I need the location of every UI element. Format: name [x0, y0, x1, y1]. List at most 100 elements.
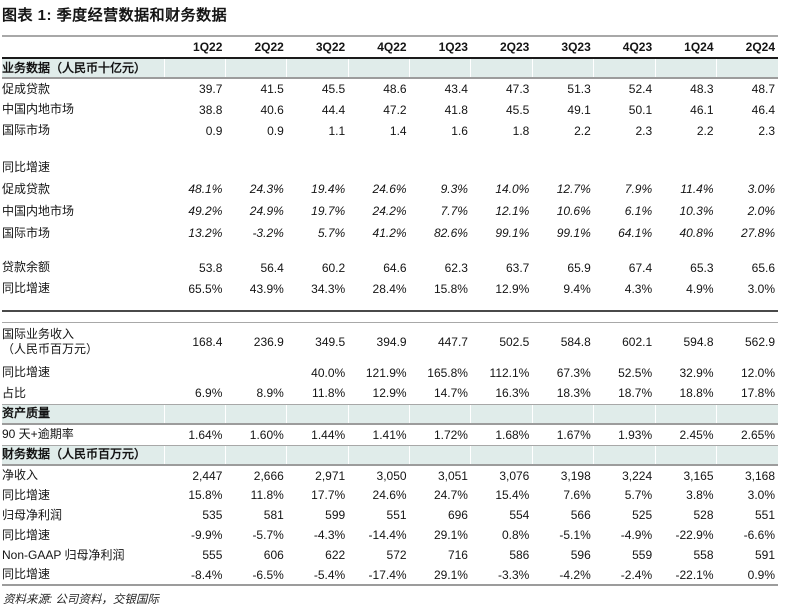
- table-row: 同比增速: [2, 157, 778, 178]
- cell: 24.2%: [372, 204, 407, 218]
- cell: 6.9%: [164, 383, 226, 405]
- table-row: 同比增速 -9.9% -5.7% -4.3% -14.4% 29.1% 0.8% -5.1% -…: [2, 525, 778, 545]
- cell: 47.2: [383, 102, 407, 117]
- table-row: Non-GAAP 归母净利润 555 606 622 572 716 586 596 559 55…: [2, 545, 778, 565]
- quarterly-table: 1Q22 2Q22 3Q22 4Q22 1Q23 2Q23 3Q23 4Q23 1Q24 2Q24…: [2, 35, 778, 586]
- table-row: 促成贷款 39.7 41.5 45.5 48.6 43.4 47.3 51.3 52.4 48.3…: [2, 78, 778, 99]
- cell: 1.44%: [286, 424, 349, 446]
- section-label: 业务数据（人民币十亿元）: [2, 58, 165, 79]
- section-band-cell: [347, 445, 410, 466]
- cell: 8.9%: [225, 383, 287, 405]
- cell: 52.5%: [618, 365, 653, 380]
- section-band-cell: [286, 58, 349, 79]
- cell: -5.7%: [252, 528, 284, 542]
- table-row: 同比增速 15.8% 11.8% 17.7% 24.6% 24.7% 15.4% 7.6% 5.…: [2, 485, 778, 505]
- cell: 24.6%: [372, 488, 407, 502]
- cell: 0.9: [267, 123, 284, 138]
- cell: 551: [386, 508, 407, 522]
- table-row: 促成贷款 48.1% 24.3% 19.4% 24.6% 9.3% 14.0% 12.7% 7.…: [2, 178, 778, 200]
- cell: 65.6: [751, 260, 775, 275]
- cell: 535: [202, 508, 223, 522]
- cell: 41.5: [260, 82, 284, 96]
- section-band-cell: [716, 404, 778, 425]
- row-label: 同比增速: [2, 281, 51, 295]
- cell: 34.3%: [311, 281, 346, 296]
- cell: 1.60%: [225, 424, 287, 446]
- cell: 4.3%: [624, 281, 653, 296]
- cell: 56.4: [260, 260, 284, 275]
- cell: [594, 157, 655, 178]
- cell: 82.6%: [433, 226, 468, 240]
- cell: [348, 157, 409, 178]
- row-label: 同比增速: [2, 527, 51, 542]
- cell: 41.8: [444, 102, 468, 117]
- cell: 4.9%: [686, 281, 714, 296]
- cell: -22.1%: [655, 565, 717, 586]
- cell: 3,165: [683, 468, 714, 483]
- row-label: 净收入: [2, 468, 39, 482]
- section-label: 资产质量: [2, 404, 165, 425]
- cell: 46.1: [690, 102, 714, 117]
- row-label: 同比增速: [2, 565, 165, 586]
- cell: 349.5: [315, 335, 346, 350]
- cell: 28.4%: [372, 281, 407, 296]
- row-label: 占比: [2, 383, 165, 405]
- cell: 3.8%: [686, 488, 714, 502]
- section-band-cell: [224, 445, 287, 466]
- cell: 11.8%: [250, 488, 284, 502]
- section-row: 资产质量: [2, 404, 778, 425]
- cell: 716: [447, 548, 468, 562]
- cell: 45.5: [321, 82, 346, 96]
- row-label: 国际业务收入 （人民币百万元）: [2, 322, 164, 362]
- cell: 48.1%: [188, 182, 223, 196]
- cell: -5.1%: [559, 528, 591, 542]
- cell: [287, 157, 348, 178]
- cell: 2.3: [635, 123, 653, 138]
- table-row: 国际业务收入 （人民币百万元） 168.4 236.9 349.5 394.9 447.7 5…: [2, 322, 778, 362]
- cell: 12.9%: [495, 281, 530, 296]
- cell: 29.1%: [409, 565, 471, 586]
- cell: 65.3: [690, 260, 714, 275]
- quarterly-table-body: 1Q22 2Q22 3Q22 4Q22 1Q23 2Q23 3Q23 4Q23 1Q24 2Q24…: [2, 36, 778, 586]
- source-note: 资料来源: 公司资料，交银国际: [3, 594, 159, 606]
- cell: 602.1: [622, 335, 653, 350]
- cell: 591: [754, 548, 775, 562]
- cell: 551: [754, 508, 775, 522]
- table-row: 贷款余额 53.8 56.4 60.2 64.6 62.3 63.7 65.9 67.4 65.3…: [2, 257, 778, 278]
- section-band-cell: [163, 445, 226, 466]
- section-row: 业务数据（人民币十亿元）: [2, 58, 778, 79]
- cell: 6.1%: [624, 204, 653, 218]
- cell: 2.3: [758, 123, 775, 138]
- cell: 13.2%: [188, 226, 223, 240]
- cell: 112.1%: [489, 365, 530, 380]
- cell: 10.6%: [556, 204, 591, 218]
- cell: 1.4: [389, 123, 407, 138]
- table-row: 90 天+逾期率 1.64% 1.60% 1.44% 1.41% 1.72% 1.68% 1.…: [2, 424, 778, 446]
- column-header: 2Q22: [225, 36, 287, 59]
- cell: 525: [632, 508, 653, 522]
- cell: 168.4: [192, 335, 223, 350]
- section-band-cell: [716, 58, 778, 79]
- divider-cell: [2, 311, 778, 323]
- cell: 18.7%: [593, 383, 656, 405]
- row-label: 同比增速: [2, 487, 51, 502]
- cell: 394.9: [376, 335, 407, 350]
- column-header: 2Q23: [470, 36, 533, 59]
- cell: 558: [693, 548, 714, 562]
- cell: 1.1: [328, 123, 346, 138]
- cell: 17.7%: [311, 488, 346, 502]
- cell: 27.8%: [740, 226, 775, 240]
- cell: 99.1%: [495, 226, 530, 240]
- section-band-cell: [286, 404, 349, 425]
- cell: 606: [263, 548, 284, 562]
- cell: 0.9: [205, 123, 223, 138]
- column-header: 1Q23: [409, 36, 471, 59]
- divider-row: [2, 299, 778, 312]
- cell: 554: [509, 508, 530, 522]
- cell: 1.8: [512, 123, 530, 138]
- cell: 12.7%: [556, 182, 591, 196]
- cell: 44.4: [321, 102, 346, 117]
- cell: 9.3%: [440, 182, 468, 196]
- cell: 584.8: [560, 335, 591, 350]
- cell: 7.9%: [624, 182, 653, 196]
